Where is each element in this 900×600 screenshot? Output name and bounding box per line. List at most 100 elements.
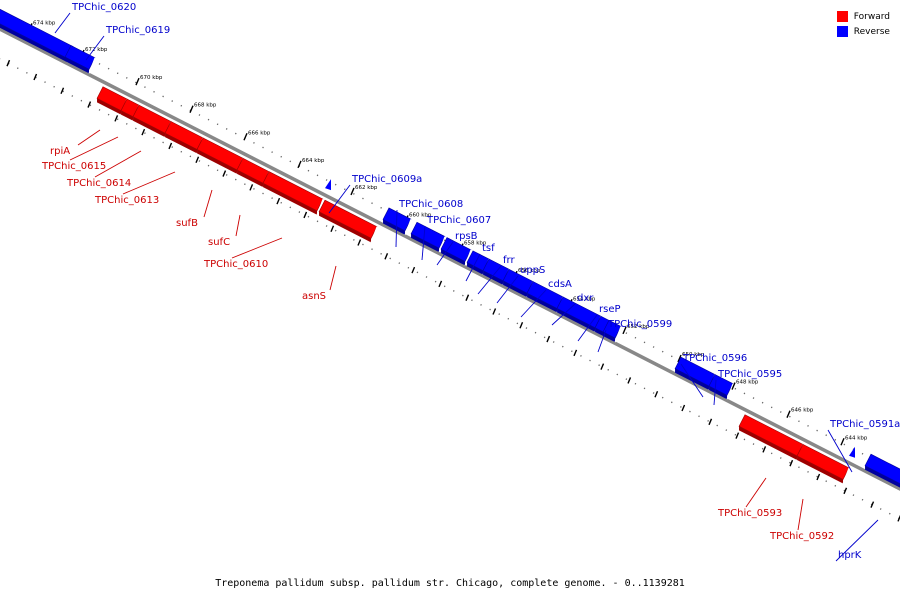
- gene-feature-tpchic-0619[interactable]: [64, 45, 96, 70]
- label-leader-rsep: [577, 314, 598, 342]
- gene-feature-tpchic-0615-shade: [121, 110, 134, 121]
- label-leader-cdsa: [520, 289, 547, 318]
- scale-tick-minor: [384, 253, 389, 260]
- gene-feature-upps-shade: [503, 280, 528, 298]
- gene-feature-tpchic-0614-shade: [133, 116, 166, 138]
- gene-label-tpchic-0596[interactable]: TPChic_0596: [682, 353, 747, 364]
- label-leader-tsf: [465, 253, 481, 282]
- gene-label-tpchic-0608[interactable]: TPChic_0608: [398, 199, 463, 210]
- gene-feature-tpchic-0591a[interactable]: [849, 446, 855, 458]
- gene-label-dxr[interactable]: dxr: [577, 293, 594, 304]
- gene-feature-sufc-shade: [237, 169, 264, 188]
- gene-label-rpia[interactable]: rpiA: [50, 146, 70, 157]
- label-leader-tpchic-0613: [122, 171, 176, 195]
- gene-label-tpchic-0591a[interactable]: TPChic_0591a: [829, 419, 900, 430]
- label-leader-tpchic-0599: [597, 329, 607, 353]
- legend-reverse-label: Reverse: [853, 26, 890, 37]
- gene-feature-tpchic-0595[interactable]: [708, 374, 734, 396]
- gene-feature-cdsa-shade: [527, 293, 558, 313]
- gene-feature-frr-shade: [483, 270, 504, 285]
- scale-tick-minor: [357, 239, 362, 246]
- gene-feature-hprk[interactable]: [864, 453, 900, 484]
- label-leader-tpchic-0596: [680, 363, 704, 398]
- label-leader-tpchic-0619: [85, 35, 105, 61]
- scale-tick-minor: [573, 349, 578, 357]
- gene-label-hprk[interactable]: hprK: [838, 550, 862, 561]
- scale-tick-major: [243, 132, 248, 141]
- gene-label-rpsb[interactable]: rpsB: [455, 231, 478, 242]
- gene-feature-tsf-shade: [467, 262, 484, 275]
- gene-label-cdsa[interactable]: cdsA: [548, 279, 572, 290]
- gene-feature-tpchic-0593-shade: [739, 426, 798, 460]
- gene-label-tpchic-0615[interactable]: TPChic_0615: [41, 161, 106, 172]
- label-leader-rpia: [77, 129, 101, 146]
- gene-feature-rpsb[interactable]: [440, 237, 472, 262]
- gene-feature-divider: [438, 236, 446, 253]
- gene-label-tpchic-0613[interactable]: TPChic_0613: [94, 195, 159, 206]
- gene-label-tpchic-0620[interactable]: TPChic_0620: [71, 2, 136, 13]
- scale-tick-major: [840, 437, 845, 446]
- gene-label-tsf[interactable]: tsf: [482, 243, 495, 254]
- gene-label-tpchic-0614[interactable]: TPChic_0614: [66, 178, 131, 189]
- scale-tick-minor: [600, 363, 605, 370]
- gene-feature-tpchic-0610[interactable]: [262, 171, 324, 212]
- scale-tick-minor: [87, 101, 92, 108]
- gene-feature-asns[interactable]: [318, 199, 378, 239]
- gene-feature-tpchic-0607[interactable]: [410, 221, 446, 249]
- label-leader-tpchic-0608: [395, 209, 398, 248]
- scale-tick-minor: [141, 128, 146, 136]
- gene-label-tpchic-0610[interactable]: TPChic_0610: [203, 259, 268, 270]
- gene-label-tpchic-0595[interactable]: TPChic_0595: [717, 369, 782, 380]
- gene-label-rsep[interactable]: rseP: [599, 304, 621, 315]
- gene-label-tpchic-0599[interactable]: TPChic_0599: [607, 319, 672, 330]
- gene-label-sufb[interactable]: sufB: [176, 218, 198, 229]
- gene-feature-sufb-shade: [197, 149, 238, 174]
- scale-tick-minor: [168, 142, 173, 150]
- scale-tick-minor: [330, 225, 335, 232]
- gene-label-upps[interactable]: uppS: [520, 265, 545, 276]
- gene-label-asns[interactable]: asnS: [302, 291, 326, 302]
- scale-label: 672 kbp: [85, 47, 108, 53]
- scale-tick-minor: [276, 197, 281, 205]
- gene-label-tpchic-0593[interactable]: TPChic_0593: [717, 508, 782, 519]
- gene-label-frr[interactable]: frr: [503, 255, 515, 266]
- gene-labels: TPChic_0620 TPChic_0619 rpiA TPChic_0615 TPC…: [41, 2, 900, 562]
- gene-label-tpchic-0619[interactable]: TPChic_0619: [105, 25, 170, 36]
- label-leader-tpchic-0592: [797, 498, 804, 531]
- scale-label: 658 kbp: [464, 241, 487, 247]
- gene-feature-tpchic-0609a[interactable]: [325, 179, 331, 191]
- gene-features: [0, 8, 900, 488]
- gene-feature-tpchic-0599[interactable]: [602, 319, 622, 339]
- scale-tick-minor: [870, 501, 875, 508]
- label-leader-rpsb: [436, 241, 454, 266]
- label-leader-upps: [496, 275, 519, 304]
- scale-tick-minor: [708, 418, 713, 426]
- label-leader-dxr: [551, 303, 576, 326]
- gene-feature-asns-shade: [319, 211, 372, 243]
- gene-label-tpchic-0609a[interactable]: TPChic_0609a: [351, 174, 422, 185]
- scale-tick-minor: [735, 432, 740, 439]
- legend-forward-label: Forward: [853, 11, 890, 22]
- scale-tick-minor: [411, 266, 416, 274]
- label-leader-tpchic-0620: [54, 12, 71, 34]
- scale-tick-minor: [6, 59, 11, 67]
- scale-tick-minor: [627, 377, 632, 384]
- scale-tick-minor: [222, 170, 227, 177]
- scale-tick-major: [622, 326, 627, 335]
- gene-feature-rpia-shade: [97, 98, 122, 115]
- scale-tick-major: [677, 354, 682, 363]
- legend-reverse: Reverse: [836, 24, 890, 39]
- scale-tick-major: [135, 77, 140, 86]
- scale-tick-minor: [195, 156, 200, 164]
- scale-label: 650 kbp: [682, 352, 705, 358]
- gene-label-sufc[interactable]: sufC: [208, 237, 230, 248]
- gene-label-tpchic-0592[interactable]: TPChic_0592: [769, 531, 834, 542]
- scale-label: 652 kbp: [627, 324, 650, 330]
- gene-feature-divider: [404, 219, 412, 235]
- scale-tick-minor: [249, 184, 254, 191]
- gene-feature-divider: [614, 326, 622, 343]
- gene-feature-tpchic-0592[interactable]: [796, 443, 850, 480]
- gene-feature-tpchic-0599-shade: [603, 331, 616, 343]
- gene-label-tpchic-0607[interactable]: TPChic_0607: [426, 215, 491, 226]
- gene-feature-divider: [842, 467, 850, 484]
